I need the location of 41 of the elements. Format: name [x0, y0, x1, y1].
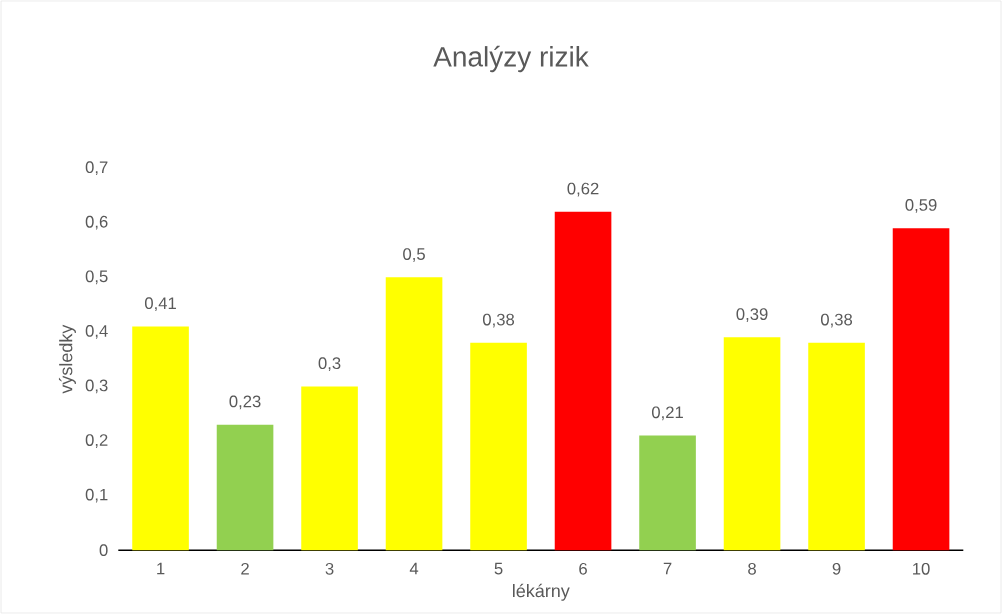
data-label: 0,3	[318, 357, 341, 372]
x-tick-label: 3	[325, 562, 334, 575]
bar	[301, 386, 358, 551]
bar	[639, 435, 696, 551]
data-label: 0,5	[403, 248, 425, 262]
bar	[554, 211, 612, 551]
x-tick-label: 5	[494, 562, 503, 575]
x-axis-title: lékárny	[513, 583, 570, 601]
data-label: 0,23	[229, 395, 261, 410]
y-tick-label: 0,1	[85, 488, 108, 503]
y-tick-label: 0,5	[85, 270, 108, 285]
y-tick-label: 0,2	[85, 434, 108, 448]
x-tick-label: 8	[748, 562, 756, 575]
bar	[892, 228, 950, 551]
x-tick-label: 9	[832, 562, 841, 575]
data-label: 0,59	[905, 199, 937, 213]
x-tick-label: 10	[913, 562, 930, 575]
data-label: 0,38	[482, 313, 515, 328]
y-tick-label: 0,3	[85, 379, 108, 394]
bar	[470, 342, 527, 551]
bar	[808, 342, 865, 551]
x-tick-label: 7	[663, 562, 672, 575]
data-label: 0,21	[651, 406, 683, 421]
bar	[132, 326, 189, 551]
bar	[723, 337, 781, 551]
bar	[385, 277, 443, 551]
x-tick-label: 4	[409, 562, 419, 575]
bar	[216, 424, 274, 551]
y-tick-label: 0	[99, 544, 108, 557]
data-label: 0,62	[567, 182, 599, 197]
y-tick-label: 0,4	[85, 325, 108, 339]
y-tick-label: 0,6	[85, 215, 108, 230]
data-label: 0,38	[820, 313, 853, 328]
x-tick-label: 2	[241, 562, 249, 575]
data-label: 0,39	[736, 308, 768, 322]
x-tick-label: 6	[579, 562, 587, 575]
y-axis-title: výsledky	[58, 324, 76, 394]
y-tick-label: 0,7	[85, 161, 108, 176]
data-label: 0,41	[144, 297, 176, 312]
chart-title: Analýzy rizik	[433, 45, 589, 73]
x-tick-label: 1	[157, 562, 165, 575]
